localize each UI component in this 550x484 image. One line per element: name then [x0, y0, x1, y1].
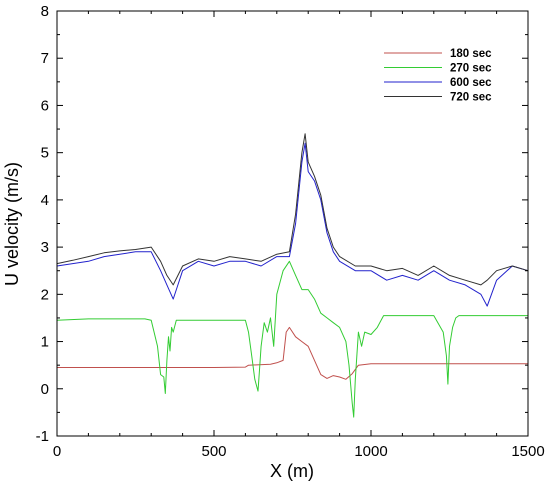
x-tick-label: 500 [201, 443, 226, 460]
x-tick-label: 1000 [354, 443, 387, 460]
series-line-720-sec [56, 133, 529, 286]
legend-label: 270 sec [450, 63, 492, 75]
y-axis: -1 0 1 2 3 4 5 6 7 8 [36, 3, 528, 445]
series-line-180-sec [57, 326, 528, 380]
x-axis-title: X (m) [270, 461, 314, 481]
legend-label: 180 sec [450, 48, 492, 60]
legend-label: 720 sec [450, 92, 492, 104]
y-tick-label: 8 [41, 3, 49, 20]
y-tick-label: 1 [41, 334, 49, 351]
y-tick-label: 7 [41, 50, 49, 67]
x-tick-label: 1500 [511, 443, 544, 460]
y-tick-label: 5 [41, 145, 49, 162]
x-tick-label: 0 [53, 443, 61, 460]
plot-frame [56, 10, 529, 437]
y-tick-label: 3 [41, 239, 49, 256]
series-line-600-sec [56, 142, 529, 307]
legend: 180 sec 270 sec 600 sec 720 sec [384, 48, 492, 104]
legend-label: 600 sec [450, 77, 492, 89]
y-tick-label: 6 [41, 97, 49, 114]
y-tick-label: -1 [36, 428, 49, 445]
series-layer [56, 133, 529, 418]
x-axis: 0 500 1000 1500 [53, 11, 545, 460]
y-tick-label: 0 [41, 381, 49, 398]
series-line-270-sec [56, 260, 528, 418]
y-tick-label: 4 [41, 192, 49, 209]
y-tick-label: 2 [41, 286, 49, 303]
y-axis-title: U velocity (m/s) [2, 162, 22, 286]
